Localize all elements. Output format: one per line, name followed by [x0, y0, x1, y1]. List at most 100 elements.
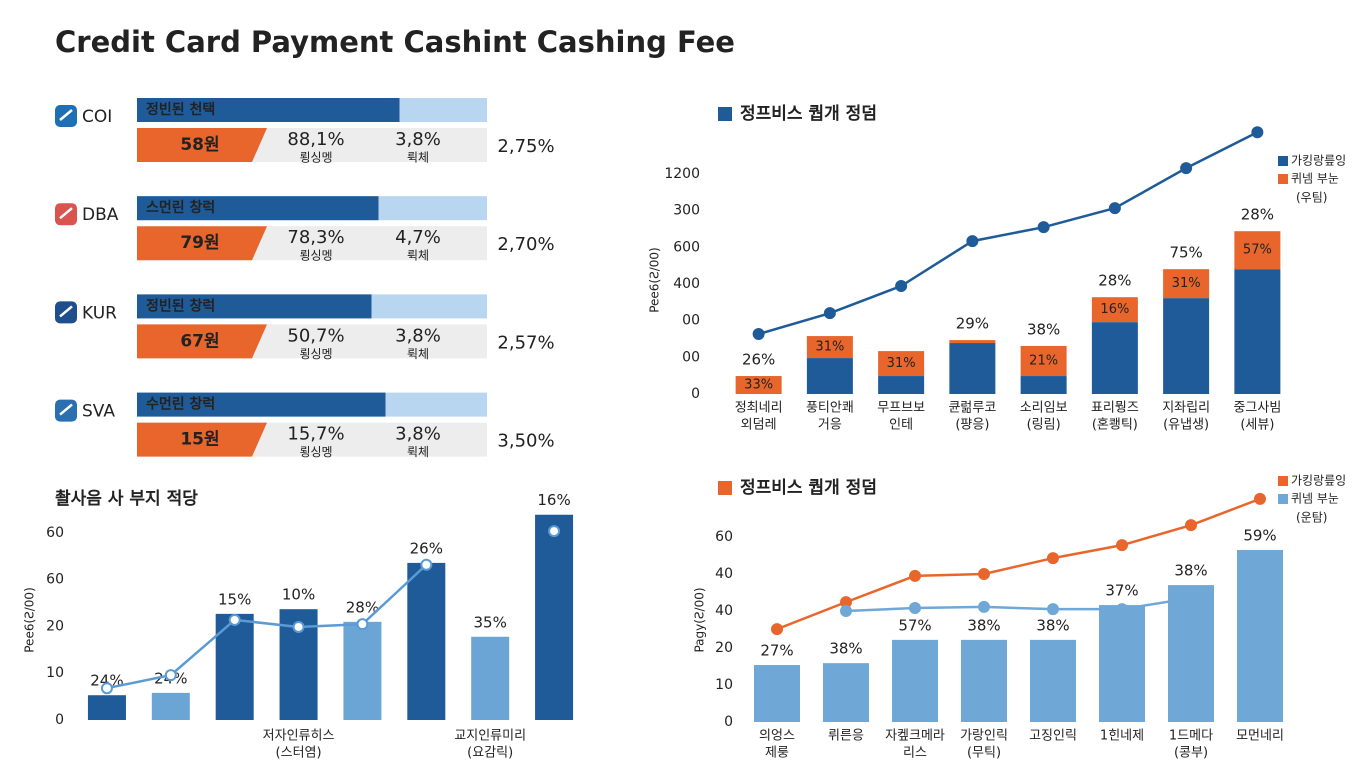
line-point [100, 682, 113, 695]
bar-label: 59% [1243, 526, 1276, 544]
x-tick-label: (요감릭) [467, 746, 513, 761]
y-tick-label: 10 [46, 665, 64, 681]
page-title: Credit Card Payment Cashint Cashing Fee [55, 25, 735, 59]
bar-label: 26% [410, 539, 443, 557]
y-axis-label: Pee6(Ƨ/00) [648, 247, 662, 313]
fill-bar [137, 98, 400, 122]
fee-tag [137, 128, 267, 162]
logo-glyph [59, 305, 73, 318]
share-note: 룅싱멩 [299, 151, 332, 165]
fee: 15원 [180, 430, 219, 450]
title-marker [718, 481, 732, 495]
y-tick-label: 300 [673, 203, 700, 219]
line-point [356, 618, 369, 631]
line [776, 497, 1261, 631]
x-tick-label: 거응 [818, 418, 842, 433]
x-tick-label: 제룽 [765, 746, 789, 761]
bar [1234, 269, 1281, 394]
bar-label: 16% [537, 491, 570, 509]
bar [949, 343, 996, 394]
logo-text: COI [82, 107, 112, 127]
share-note: 룅싱멩 [299, 249, 332, 263]
segment-label: 33% [744, 378, 773, 393]
line-point [1116, 603, 1128, 616]
bar-label: 10% [282, 586, 315, 604]
stack-label: 26% [742, 351, 775, 369]
line-point [292, 620, 305, 633]
x-tick-label: 지좌립리 [1162, 401, 1210, 416]
bar [806, 336, 853, 359]
bar [407, 562, 446, 720]
bar [1091, 322, 1138, 394]
share-note: 룅싱멩 [299, 347, 332, 361]
line-point [1254, 492, 1266, 505]
fee: 79원 [180, 233, 219, 253]
line-point [895, 280, 908, 293]
x-tick-label: 교지인류미리 [454, 729, 526, 744]
y-tick-label: 1200 [664, 166, 700, 182]
bar-label: 38% [1036, 616, 1069, 634]
bar-label: 57% [898, 616, 931, 634]
line-point [420, 558, 433, 571]
x-tick-label: 리스 [903, 746, 927, 761]
segment-label: 21% [1029, 354, 1058, 369]
y-tick-label: 00 [682, 313, 700, 329]
logo-text: KUR [82, 303, 117, 323]
line-point [164, 669, 177, 682]
legend-note: (우팀) [1296, 191, 1327, 205]
line-point [771, 623, 783, 636]
bar [754, 665, 800, 722]
y-tick-label: 20 [46, 618, 64, 634]
rate: 2,57% [497, 332, 554, 353]
bar-label: 15% [218, 590, 251, 608]
bar [471, 636, 510, 720]
chart-title: 정프비스 퀍개 정덤 [740, 478, 877, 498]
logo-text: SVA [82, 402, 115, 422]
x-tick-label: (스터염) [276, 746, 322, 761]
y-tick-label: 40 [715, 566, 733, 582]
x-tick-label: 외덤레 [741, 418, 777, 433]
extra: 4,7% [395, 227, 441, 248]
logo-glyph [59, 109, 73, 121]
fee: 58원 [180, 135, 219, 155]
segment-label: 31% [887, 356, 916, 371]
x-tick-label: (유냅생) [1163, 418, 1209, 433]
bar [151, 692, 190, 720]
share: 50,7% [287, 325, 344, 346]
share: 15,7% [287, 424, 344, 445]
bar-label: 37% [1105, 582, 1138, 600]
segment-label: 31% [815, 340, 844, 355]
y-tick-label: 0 [55, 712, 64, 728]
legend-label: 가킹랑릎잉 [1291, 154, 1346, 168]
bar [1168, 585, 1214, 722]
legend-swatch [1278, 494, 1288, 504]
line-point [1047, 603, 1059, 616]
card-label: 정빈된 천택 [146, 101, 215, 118]
legend-swatch [1278, 476, 1288, 486]
line-point [909, 569, 921, 582]
y-tick-label: 20 [715, 640, 733, 656]
fee-tag [137, 324, 267, 359]
segment-label: 31% [1172, 276, 1201, 291]
y-tick-label: 0 [724, 714, 733, 730]
stack-label: 28% [1241, 206, 1274, 224]
line-point [978, 600, 990, 613]
x-tick-label: (무틱) [967, 746, 1001, 761]
extra-note: 뤽체 [407, 445, 429, 459]
bar [878, 376, 925, 394]
line-point [1185, 592, 1197, 605]
fee: 67원 [180, 331, 219, 351]
rate: 2,70% [497, 234, 554, 255]
bar-label: 28% [346, 598, 379, 616]
y-tick-label: 60 [46, 572, 64, 588]
y-tick-label: 00 [682, 349, 700, 365]
x-tick-label: 모먼네리 [1236, 729, 1284, 744]
bar [1020, 376, 1067, 394]
legend-label: 퀴넴 부눈 [1291, 172, 1339, 186]
logo-glyph [59, 403, 73, 416]
y-tick-label: 0 [691, 386, 700, 402]
x-tick-label: (혼쾡틱) [1092, 418, 1138, 433]
extra: 3,8% [395, 129, 441, 150]
rate: 3,50% [497, 431, 554, 452]
